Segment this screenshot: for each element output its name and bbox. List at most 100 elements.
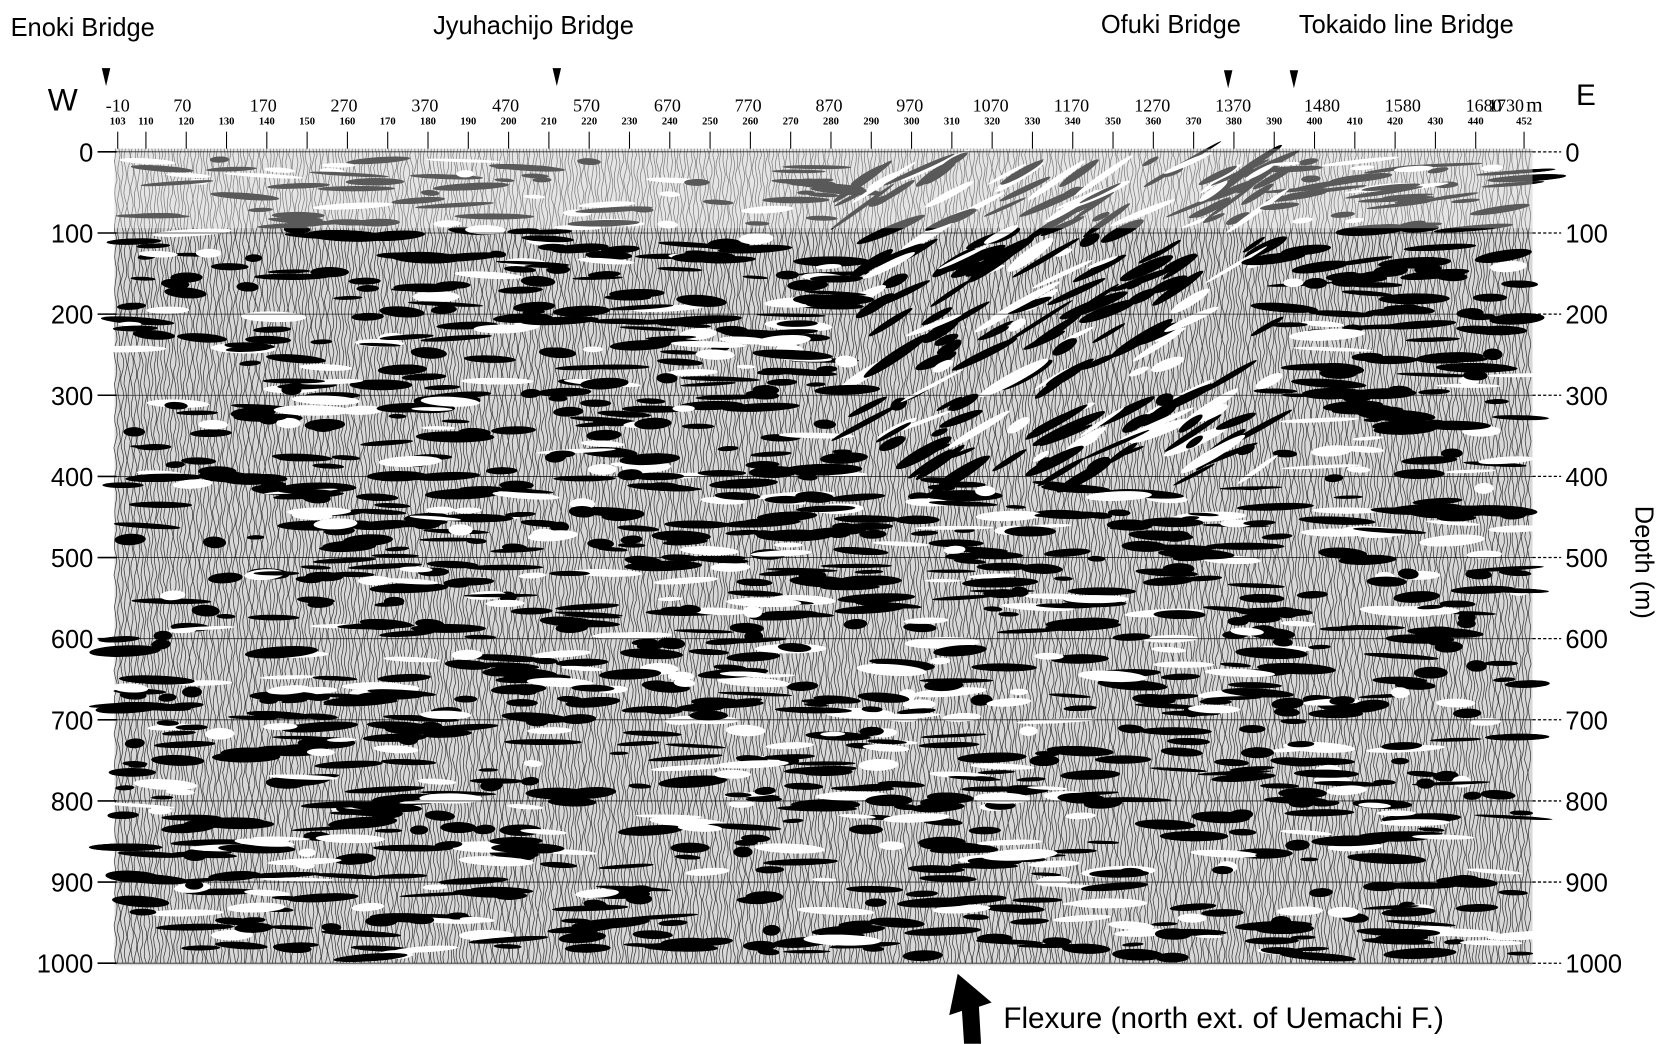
reflector xyxy=(1063,595,1129,603)
bridge-label: Enoki Bridge xyxy=(11,14,155,42)
distance-tick-label: 770 xyxy=(735,96,762,116)
reflector xyxy=(1484,661,1518,666)
cdp-tick-label: 270 xyxy=(783,116,799,127)
bridge-arrow xyxy=(1224,70,1232,88)
cdp-tick-label: 380 xyxy=(1226,116,1242,127)
distance-tick-label: 1370 xyxy=(1215,96,1251,116)
distance-tick-label: 470 xyxy=(492,96,519,116)
cdp-tick-label: 200 xyxy=(501,116,517,127)
depth-tick-label: 0 xyxy=(79,139,93,167)
depth-tick-label: 800 xyxy=(51,788,93,816)
reflector xyxy=(1004,526,1056,536)
reflector xyxy=(1161,823,1182,826)
cdp-tick-label: 420 xyxy=(1387,116,1403,127)
depth-tick-label: 800 xyxy=(1565,788,1607,816)
depth-tick-label: 100 xyxy=(1565,221,1607,249)
reflector xyxy=(744,631,763,643)
reflector xyxy=(549,571,590,576)
depth-tick-label: 700 xyxy=(1565,707,1607,735)
reflector xyxy=(1377,810,1416,816)
reflector xyxy=(920,678,994,682)
cdp-tick-label: 220 xyxy=(581,116,597,127)
depth-tick-label: 1000 xyxy=(37,951,94,979)
depth-tick-label: 200 xyxy=(51,302,93,330)
seismic-section xyxy=(89,140,1567,965)
distance-tick-label: 1270 xyxy=(1134,96,1170,116)
cdp-tick-label: 190 xyxy=(460,116,476,127)
depth-axis-label: Depth (m) xyxy=(1629,506,1657,619)
distance-tick-label: 1480 xyxy=(1304,96,1340,116)
distance-tick-label: 870 xyxy=(815,96,842,116)
depth-tick-label: 400 xyxy=(51,464,93,492)
depth-tick-label: 500 xyxy=(51,545,93,573)
depth-tick-label: 300 xyxy=(1565,383,1607,411)
cdp-tick-label: 300 xyxy=(904,116,920,127)
distance-tick-label: 1580 xyxy=(1385,96,1421,116)
depth-tick-label: 900 xyxy=(51,870,93,898)
depth-tick-label: 300 xyxy=(51,383,93,411)
cdp-tick-label: 280 xyxy=(823,116,839,127)
bridge-arrow xyxy=(553,68,561,86)
cdp-tick-label: 240 xyxy=(662,116,678,127)
cdp-tick-label: 103 xyxy=(110,116,126,127)
cdp-tick-label: 260 xyxy=(742,116,758,127)
cdp-tick-label: 210 xyxy=(541,116,557,127)
east-label: E xyxy=(1576,79,1596,112)
reflector xyxy=(895,516,940,525)
cdp-tick-label: 440 xyxy=(1468,116,1484,127)
cdp-tick-label: 290 xyxy=(863,116,879,127)
distance-tick-label: 70 xyxy=(173,96,191,116)
distance-tick-label: 1170 xyxy=(1054,96,1089,116)
cdp-tick-label: 350 xyxy=(1105,116,1121,127)
depth-tick-label: 600 xyxy=(51,626,93,654)
bridge-label: Ofuki Bridge xyxy=(1101,11,1241,39)
cdp-tick-label: 370 xyxy=(1186,116,1202,127)
cdp-tick-label: 170 xyxy=(380,116,396,127)
depth-tick-label: 200 xyxy=(1565,302,1607,330)
reflector xyxy=(89,843,162,851)
cdp-tick-label: 410 xyxy=(1347,116,1363,127)
distance-tick-label: 370 xyxy=(411,96,438,116)
bridge-label: Tokaido line Bridge xyxy=(1299,11,1514,39)
distance-unit: m xyxy=(1526,93,1543,117)
flexure-arrow xyxy=(949,974,991,1044)
distance-tick-label: 1730 xyxy=(1488,96,1524,116)
distance-tick-label: 970 xyxy=(896,96,923,116)
depth-tick-label: 0 xyxy=(1565,139,1579,167)
cdp-tick-label: 160 xyxy=(339,116,355,127)
bridge-arrow xyxy=(102,68,110,86)
reflector xyxy=(102,482,143,488)
reflector xyxy=(413,291,460,302)
distance-tick-label: 570 xyxy=(573,96,600,116)
reflector xyxy=(538,244,568,251)
cdp-tick-label: 360 xyxy=(1145,116,1161,127)
bridge-label: Jyuhachijo Bridge xyxy=(433,12,634,40)
reflector xyxy=(689,711,727,721)
reflector xyxy=(975,486,996,496)
west-label: W xyxy=(48,81,78,117)
cdp-tick-label: 130 xyxy=(219,116,235,127)
cdp-tick-label: 140 xyxy=(259,116,275,127)
distance-tick-label: 270 xyxy=(331,96,358,116)
cdp-tick-label: 250 xyxy=(702,116,718,127)
cdp-tick-label: 430 xyxy=(1427,116,1443,127)
cdp-tick-label: 230 xyxy=(622,116,638,127)
depth-tick-label: 700 xyxy=(51,707,93,735)
cdp-tick-label: 330 xyxy=(1025,116,1041,127)
cdp-tick-label: 400 xyxy=(1307,116,1323,127)
reflector xyxy=(1380,882,1457,889)
reflector xyxy=(253,571,299,575)
distance-tick-label: 170 xyxy=(250,96,277,116)
depth-tick-label: 400 xyxy=(1565,464,1607,492)
cdp-tick-label: 310 xyxy=(944,116,960,127)
cdp-tick-label: 390 xyxy=(1266,116,1282,127)
depth-tick-label: 900 xyxy=(1565,870,1607,898)
bridge-arrow xyxy=(1290,70,1298,88)
cdp-tick-label: 110 xyxy=(138,116,153,127)
distance-tick-label: 670 xyxy=(654,96,681,116)
distance-tick-label: 1070 xyxy=(973,96,1009,116)
depth-tick-label: 500 xyxy=(1565,545,1607,573)
annotation: Flexure (north ext. of Uemachi F.) xyxy=(1003,1002,1444,1035)
